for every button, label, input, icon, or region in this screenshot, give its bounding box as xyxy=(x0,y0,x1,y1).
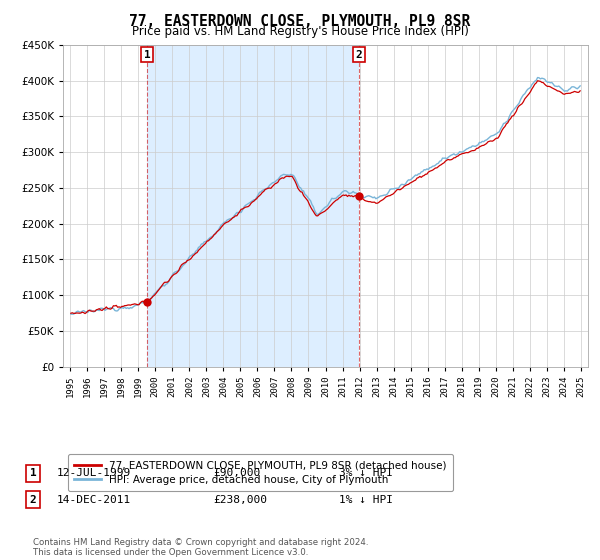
Text: £238,000: £238,000 xyxy=(213,494,267,505)
Text: Price paid vs. HM Land Registry's House Price Index (HPI): Price paid vs. HM Land Registry's House … xyxy=(131,25,469,38)
Text: 12-JUL-1999: 12-JUL-1999 xyxy=(57,468,131,478)
Text: 2: 2 xyxy=(355,50,362,59)
Text: 14-DEC-2011: 14-DEC-2011 xyxy=(57,494,131,505)
Text: 3% ↓ HPI: 3% ↓ HPI xyxy=(339,468,393,478)
Text: £90,000: £90,000 xyxy=(213,468,260,478)
Bar xyxy=(147,45,359,367)
Text: 1: 1 xyxy=(29,468,37,478)
Text: 77, EASTERDOWN CLOSE, PLYMOUTH, PL9 8SR: 77, EASTERDOWN CLOSE, PLYMOUTH, PL9 8SR xyxy=(130,14,470,29)
Legend: 77, EASTERDOWN CLOSE, PLYMOUTH, PL9 8SR (detached house), HPI: Average price, de: 77, EASTERDOWN CLOSE, PLYMOUTH, PL9 8SR … xyxy=(68,454,452,491)
Text: 1% ↓ HPI: 1% ↓ HPI xyxy=(339,494,393,505)
Text: 1: 1 xyxy=(144,50,151,59)
Text: 2: 2 xyxy=(29,494,37,505)
Text: Contains HM Land Registry data © Crown copyright and database right 2024.
This d: Contains HM Land Registry data © Crown c… xyxy=(33,538,368,557)
